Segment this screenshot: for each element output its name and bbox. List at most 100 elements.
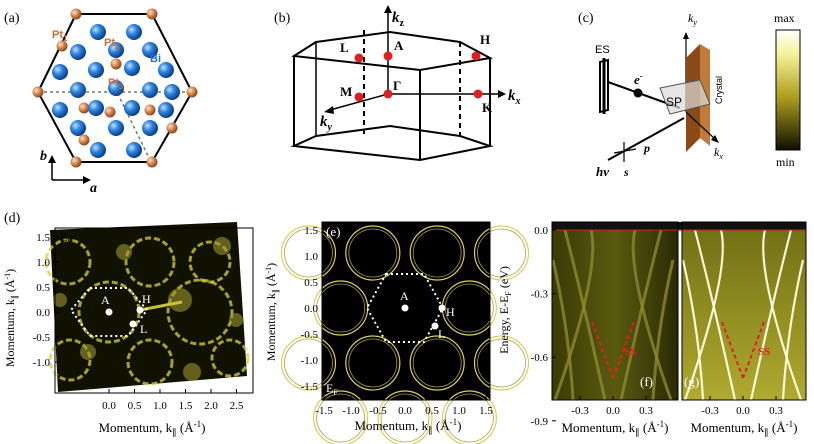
pt-atom: [144, 104, 156, 116]
y-tick-label: -0.9: [531, 416, 549, 428]
panel-c: (c) ES e- ky Crystal SP kx hν s p max mi…: [578, 11, 801, 179]
fermi-contour: [477, 228, 526, 278]
pt-atom: [32, 86, 44, 98]
ef-label-e: EF: [326, 381, 338, 397]
ylabel-e: Momentum, k∥ (Å-1): [264, 263, 280, 361]
arrow-head-icon: [48, 155, 56, 163]
label-L: L: [340, 40, 349, 55]
xlabel-f: Momentum, k∥ (Å-1): [562, 419, 669, 437]
pt1-label: Pt1: [52, 29, 68, 43]
point-H-e: [438, 304, 446, 312]
fermi-contour: [345, 225, 401, 281]
x-tick-label: 1.5: [179, 400, 193, 412]
bi-atom: [70, 82, 86, 98]
fermi-contour: [316, 393, 366, 443]
arrow-head-icon: [324, 106, 334, 114]
y-tick-label: 0.0: [304, 303, 318, 315]
y-tick-label: 0.0: [534, 225, 548, 237]
x-tick-label: 1.5: [479, 405, 493, 417]
fermi-contour: [477, 338, 526, 388]
panel-d: (d) A H L EF 1.51.00.50.0-0.5-1.00.0 0.5 1…: [3, 211, 254, 437]
intensity-spot: [53, 293, 67, 307]
band-dispersion: [781, 259, 805, 401]
fermi-map-d-features: [44, 236, 250, 386]
y-tick-label: -1.5: [301, 381, 319, 393]
bi-atom: [90, 142, 106, 158]
ef-label-d: EF: [60, 230, 72, 246]
band-dispersion: [683, 229, 724, 401]
x-tick-label: -0.3: [701, 405, 719, 417]
s-label: s: [623, 165, 629, 179]
x-tick-label: -1.0: [342, 405, 360, 417]
pt2-label: Pt2: [104, 37, 120, 51]
y-tick-label: 1.0: [36, 257, 50, 269]
intensity-spot: [168, 288, 192, 312]
bi-atom: [108, 42, 124, 58]
point-L: [354, 53, 364, 63]
pt-atom: [104, 106, 116, 118]
bi-atom: [90, 24, 106, 40]
bi-atom: [142, 82, 158, 98]
pt-atom: [70, 156, 82, 168]
bands-g: [681, 229, 805, 401]
ky-label: ky: [320, 114, 333, 133]
pt-atom: [110, 58, 122, 70]
x-tick-label: 0.3: [639, 405, 653, 417]
point-L-d: [129, 320, 137, 328]
colorbar-max: max: [774, 11, 795, 25]
plot-frame-g: [681, 221, 807, 401]
bi-atom: [158, 102, 174, 118]
fermi-map-e-circles: [280, 225, 530, 444]
x-tick-label: 1.0: [452, 405, 466, 417]
label-H-e: H: [446, 305, 455, 319]
x-tick-label: 0.0: [398, 405, 412, 417]
label-K: K: [482, 100, 493, 115]
bi-atom: [142, 120, 158, 136]
y-tick-label: -0.6: [531, 352, 549, 364]
kz-label: kz: [392, 10, 405, 29]
bi-atom: [124, 100, 140, 116]
electron-label: e-: [634, 71, 643, 87]
band-dispersion: [762, 229, 803, 401]
point-A: [383, 51, 393, 61]
es-label: ES: [595, 44, 610, 56]
y-tick-label: -0.5: [33, 332, 51, 344]
label-H: H: [480, 32, 490, 47]
panel-e: A H L (e) EF 1.5 1.0 0.5 0.0 -0.5 -1.0 -1.5 -1.…: [264, 221, 530, 444]
ss-label-f: SS: [624, 346, 636, 358]
x-tick-label: 0.5: [128, 400, 142, 412]
plot-frame-e: [321, 221, 491, 401]
y-tick-label: 1.5: [36, 232, 50, 244]
point-H: [471, 51, 481, 61]
bz-bottom-face: [290, 124, 494, 162]
fermi-contour: [48, 338, 92, 382]
fermi-contour: [345, 335, 401, 391]
plot-frame-f: [551, 221, 679, 401]
fermi-contour: [380, 393, 430, 443]
y-tick-label: 0.0: [36, 307, 50, 319]
point-H-d: [136, 306, 144, 314]
ticks-fg: 0.0 -0.3 -0.6 -0.9 -0.3 0.0 0.3 -0.3 0.0 0.3: [531, 225, 784, 428]
p-label: p: [643, 141, 650, 155]
colorbar-min: min: [776, 155, 795, 169]
y-tick-label: -0.5: [301, 329, 319, 341]
x-tick-label: 2.5: [230, 400, 244, 412]
fermi-contour: [210, 338, 250, 378]
ss-dispersion-f: [612, 321, 635, 379]
x-tick-label: 0.0: [736, 405, 750, 417]
y-tick-label: -0.3: [531, 289, 549, 301]
pt-atom: [166, 122, 178, 134]
arrow-head-icon: [498, 90, 506, 98]
dashed-line: [114, 87, 151, 161]
bands-f: [551, 229, 675, 401]
ylabel-fg: Energy, E-EF (eV): [497, 266, 513, 354]
fermi-contour: [316, 283, 366, 333]
bi-atom: [70, 44, 86, 60]
ss-dispersion-g: [721, 321, 744, 379]
pt3-label: Pt3: [108, 77, 124, 91]
fermi-contour: [409, 225, 465, 281]
fermi-contour: [284, 338, 333, 388]
fermi-contour: [126, 338, 174, 386]
crystal-label: Crystal: [714, 76, 724, 104]
fermi-contour: [348, 338, 398, 388]
